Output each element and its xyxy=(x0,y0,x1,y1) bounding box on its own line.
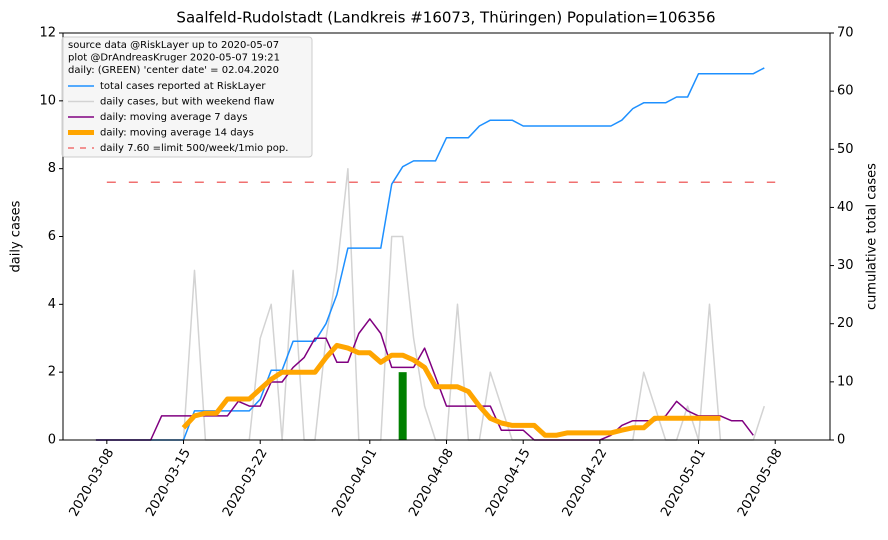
y2-tick-label: 20 xyxy=(837,316,854,331)
series-line xyxy=(95,318,754,441)
y2-tick-label: 70 xyxy=(837,26,854,41)
y-tick-label: 0 xyxy=(48,433,56,448)
legend-title: daily: (GREEN) 'center date' = 02.04.202… xyxy=(68,65,279,76)
legend-title: source data @RiskLayer up to 2020-05-07 xyxy=(68,40,279,51)
legend-label: daily cases, but with weekend flaw xyxy=(100,97,274,108)
chart-title: Saalfeld-Rudolstadt (Landkreis #16073, T… xyxy=(176,9,715,27)
legend: source data @RiskLayer up to 2020-05-07 p… xyxy=(61,36,313,158)
y-tick-label: 6 xyxy=(48,229,56,244)
y-tick-label: 8 xyxy=(48,161,56,176)
legend-box xyxy=(61,36,313,158)
y2-tick-label: 50 xyxy=(837,142,854,157)
y-tick-label: 12 xyxy=(39,26,56,41)
legend-title: plot @DrAndreasKruger 2020-05-07 19:21 xyxy=(68,53,280,64)
legend-label: total cases reported at RiskLayer xyxy=(100,81,266,92)
bar xyxy=(398,372,407,440)
y2-tick-label: 10 xyxy=(837,374,854,389)
legend-label: daily: moving average 7 days xyxy=(100,112,247,123)
y-tick-label: 10 xyxy=(39,93,56,108)
series-line xyxy=(181,342,721,438)
legend-label: daily: moving average 14 days xyxy=(100,128,254,139)
y-tick-label: 2 xyxy=(48,365,56,380)
y2-tick-label: 40 xyxy=(837,200,854,215)
y2-tick-label: 0 xyxy=(837,433,845,448)
legend-label: daily 7.60 =limit 500/week/1mio pop. xyxy=(100,143,288,154)
y2-tick-label: 60 xyxy=(837,84,854,99)
y-axis-label: daily cases xyxy=(9,200,24,272)
y2-tick-label: 30 xyxy=(837,258,854,273)
y-tick-label: 4 xyxy=(48,297,56,312)
y2-axis-label: cumulative total cases xyxy=(865,163,880,310)
